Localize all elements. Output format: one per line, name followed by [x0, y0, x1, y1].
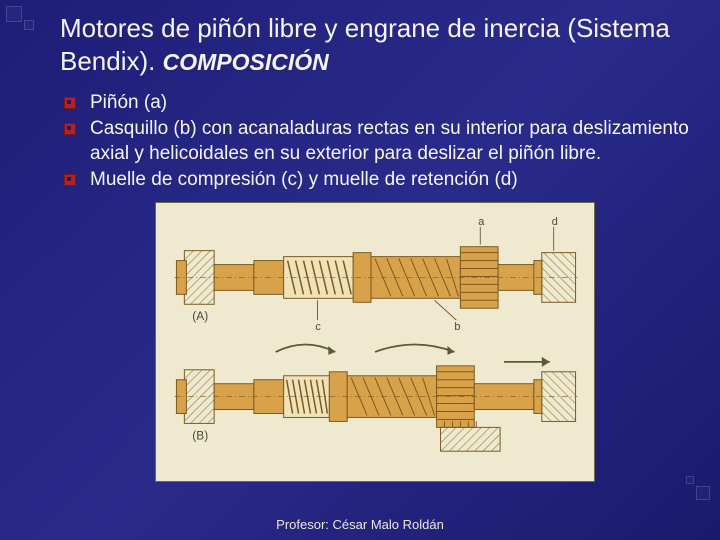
rotation-arrows [276, 345, 455, 355]
title-main: Motores de piñón libre y engrane de iner… [60, 13, 670, 76]
label-d: d [552, 216, 558, 228]
bullet-icon [64, 174, 76, 186]
bendix-diagram: (A) a d c b [155, 202, 595, 482]
label-A: (A) [192, 309, 208, 323]
label-a: a [478, 216, 485, 228]
bullet-icon [64, 123, 76, 135]
label-B: (B) [192, 429, 208, 443]
footer-text: Profesor: César Malo Roldán [0, 517, 720, 532]
title-sub: COMPOSICIÓN [163, 49, 329, 75]
list-item: Piñón (a) [64, 91, 690, 115]
bullet-text: Piñón (a) [90, 92, 167, 113]
label-c: c [315, 321, 321, 333]
bullet-icon [64, 97, 76, 109]
bullet-text: Casquillo (b) con acanaladuras rectas en… [90, 118, 689, 163]
list-item: Casquillo (b) con acanaladuras rectas en… [64, 117, 690, 166]
slide: Motores de piñón libre y engrane de iner… [0, 0, 720, 540]
diagram-svg: (A) a d c b [156, 203, 594, 481]
list-item: Muelle de compresión (c) y muelle de ret… [64, 168, 690, 192]
label-b: b [454, 321, 460, 333]
panel-b: (B) [174, 357, 577, 451]
panel-a: (A) a d c b [174, 216, 577, 333]
bullet-list: Piñón (a) Casquillo (b) con acanaladuras… [60, 91, 690, 192]
slide-title: Motores de piñón libre y engrane de iner… [60, 12, 690, 77]
bullet-text: Muelle de compresión (c) y muelle de ret… [90, 169, 518, 190]
